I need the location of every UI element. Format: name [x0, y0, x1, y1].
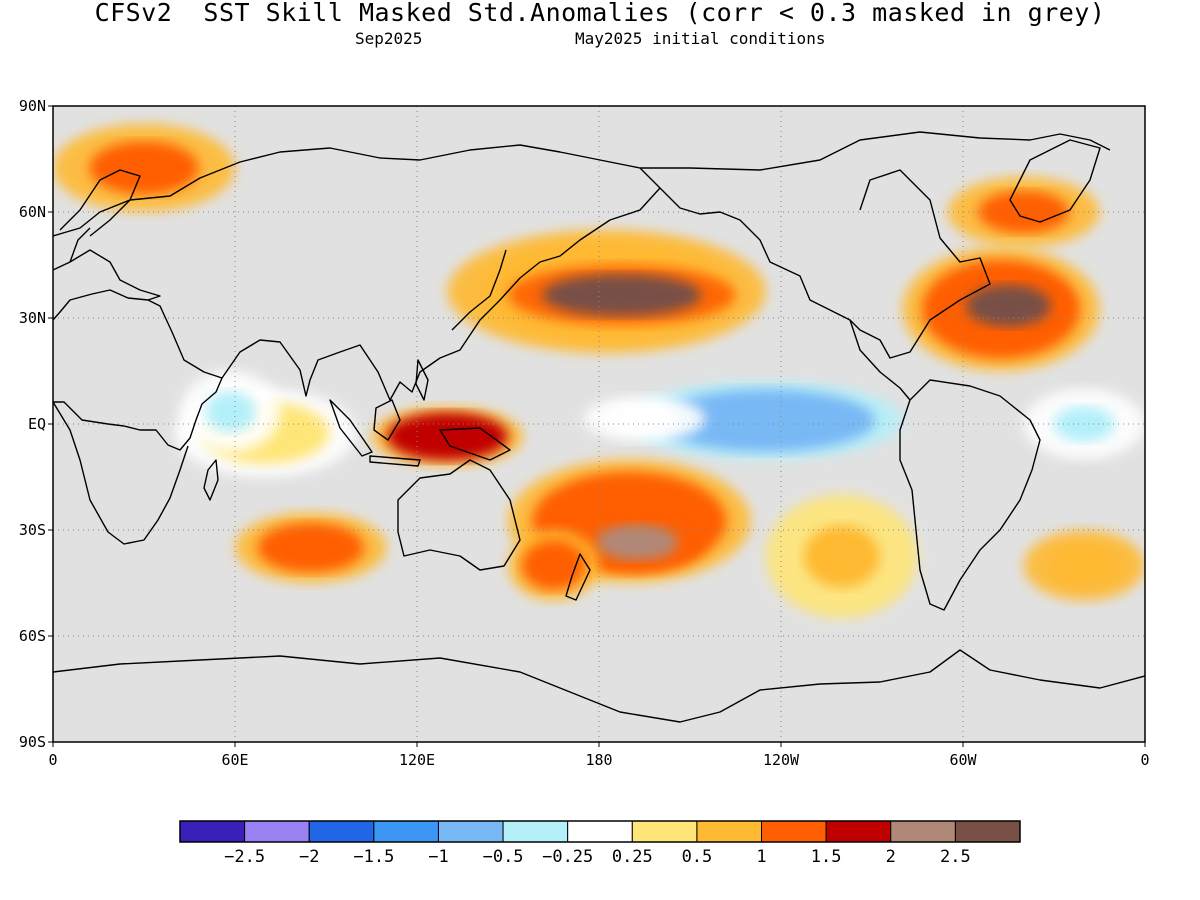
lon-tick-label: 180 [585, 751, 612, 769]
anomaly-region-west-indian-cool [205, 391, 256, 432]
lon-tick-label: 120E [399, 751, 435, 769]
colorbar-swatch [631, 820, 698, 843]
anomaly-region-central-pacific-neutral [608, 404, 681, 433]
colorbar-swatch [179, 820, 246, 843]
lat-tick-label: 90N [19, 97, 46, 115]
colorbar-label: −0.5 [483, 847, 524, 867]
coastline-java [369, 455, 421, 467]
coastline-south-america [899, 379, 1041, 611]
anomaly-region-southwest-pacific-core [595, 524, 678, 561]
colorbar-swatch [761, 820, 827, 843]
anomaly-region-southeast-pacific-mixed [803, 525, 880, 588]
lat-tick-label: 30S [19, 521, 46, 539]
coastline-sumatra [329, 399, 373, 457]
anomaly-region-eastern-pacific-cool [656, 389, 876, 452]
coastline-japan [451, 249, 507, 331]
colorbar: −2.5 −2 −1.5 −1 −0.5 −0.25 0.25 0.5 1 1.5 2 2.5 [179, 820, 1021, 867]
lon-tick-label: 60E [221, 751, 248, 769]
anomaly-region-south-indian-warm [257, 522, 364, 573]
lat-tick-label: 60N [19, 203, 46, 221]
colorbar-label: 0.5 [682, 847, 713, 867]
lon-tick-label: 0 [1140, 751, 1149, 769]
colorbar-swatch [308, 820, 375, 843]
lat-tick-label: EQ [28, 415, 46, 433]
lat-tick-label: 90S [19, 733, 46, 751]
valid-month-label: Sep2025 [355, 29, 423, 48]
colorbar-label: 2 [886, 847, 896, 867]
coastline-new-guinea [439, 427, 511, 461]
coastline-north-america [640, 131, 1111, 359]
latitude-axis: 90S 60S 30S EQ 30N 60N 90N [19, 97, 53, 751]
longitude-axis: 0 60E 120E 180 120W 60W 0 [48, 742, 1150, 769]
colorbar-label: −1.5 [353, 847, 394, 867]
colorbar-swatch [890, 820, 956, 843]
colorbar-swatch [244, 820, 310, 843]
coastline-scandinavia [59, 169, 141, 237]
chart-title: CFSv2 SST Skill Masked Std.Anomalies (co… [94, 0, 1106, 27]
colorbar-swatch [696, 820, 763, 843]
lat-tick-label: 30N [19, 309, 46, 327]
lon-tick-label: 60W [949, 751, 977, 769]
colorbar-label: 0.25 [612, 847, 653, 867]
anomaly-region-maritime-continent-warm [386, 412, 509, 461]
colorbar-swatch [502, 820, 569, 843]
anomaly-region-north-atlantic-core [966, 284, 1051, 327]
initial-conditions-label: May2025 initial conditions [575, 29, 826, 48]
colorbar-swatch [437, 820, 504, 843]
colorbar-label: −1 [428, 847, 448, 867]
anomaly-region-north-pacific-core [542, 274, 702, 317]
coastline-north-eurasia [53, 144, 661, 263]
coastline-madagascar [203, 459, 219, 501]
colorbar-swatch [954, 820, 1021, 843]
coastline-africa [53, 289, 223, 545]
coastline-greenland [1009, 139, 1101, 223]
colorbar-label: 2.5 [940, 847, 971, 867]
anomaly-field [53, 123, 1145, 619]
coastline-new-zealand [565, 553, 591, 601]
lon-tick-label: 120W [763, 751, 800, 769]
colorbar-swatch [825, 820, 892, 843]
coastline-south-asia [221, 261, 541, 401]
colorbar-label: −0.25 [542, 847, 593, 867]
colorbar-label: −2 [299, 847, 319, 867]
anomaly-region-tasman-warm [521, 540, 586, 591]
coastline-borneo [373, 399, 401, 441]
coastline-antarctica [53, 649, 1145, 723]
colorbar-frame [179, 820, 1021, 843]
colorbar-label: 1 [756, 847, 766, 867]
gridlines [53, 106, 1145, 742]
coastline-australia [397, 459, 521, 571]
anomaly-region-tropical-atlantic-cool [1054, 406, 1115, 442]
colorbar-swatch [373, 820, 439, 843]
colorbar-swatch [567, 820, 633, 843]
anomaly-region-south-atlantic-warm [1047, 544, 1121, 587]
colorbar-label: −2.5 [224, 847, 265, 867]
coastlines [53, 131, 1145, 723]
colorbar-label: 1.5 [811, 847, 842, 867]
coastline-philippines [415, 359, 429, 401]
lat-tick-label: 60S [19, 627, 46, 645]
coastline-europe [53, 227, 161, 301]
lon-tick-label: 0 [48, 751, 57, 769]
coastline-central-america [849, 319, 911, 401]
anomaly-region-arctic-atlantic-mixed [89, 141, 199, 195]
